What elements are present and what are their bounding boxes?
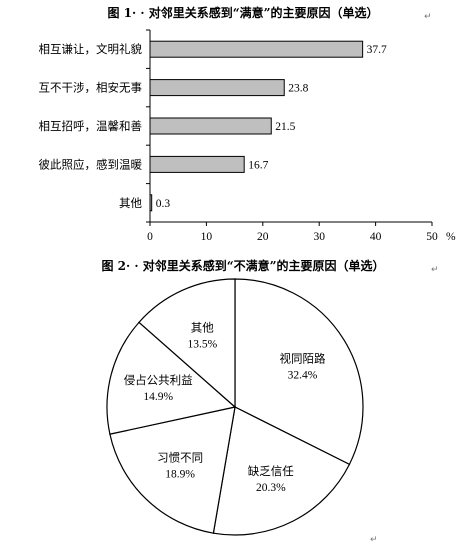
bar-3: [149, 155, 245, 173]
pie-slice-4: [138, 278, 236, 409]
pie-slice-value-0: 32.4%: [288, 369, 318, 381]
bar-chart-title: 图 1· · 对邻里关系感到“满意”的主要原因（单选）: [107, 5, 378, 20]
bar-chart: 图 1· · 对邻里关系感到“满意”的主要原因（单选） ↵ 相互谦让，文明礼貌 3…: [39, 5, 457, 243]
category-label-2: 相互招呼，温馨和善: [39, 119, 143, 133]
value-label-4: 0.3: [156, 198, 171, 210]
pie-slice-0: [234, 278, 364, 466]
pie-slice-label-4: 其他: [191, 321, 214, 335]
x-tick-label-0: 0: [147, 231, 153, 243]
x-tick-label-2: 20: [257, 231, 269, 243]
value-label-2: 21.5: [275, 121, 295, 133]
pie-chart-plot: 视同陌路 32.4% 缺乏信任 20.3% 习惯不同 18.9% 侵占公共利益 14.9% 其他…: [106, 278, 364, 536]
value-label-3: 16.7: [248, 159, 268, 171]
bar-2: [149, 117, 272, 135]
x-axis-unit: %: [446, 231, 456, 243]
value-label-0: 37.7: [367, 44, 387, 56]
bar-chart-plot: 相互谦让，文明礼貌 37.7 互不干涉，相安无事 23.8 相互招呼，温馨和善 21.5 彼…: [39, 29, 456, 243]
pie-chart: 图 2· · 对邻里关系感到“不满意”的主要原因（单选） ↵ 视同陌路 32.4%…: [101, 258, 438, 545]
x-tick-label-5: 50: [426, 231, 438, 243]
pie-slice-value-2: 18.9%: [165, 468, 195, 480]
pie-slice-1: [212, 406, 351, 536]
paragraph-mark-3: ↵: [370, 535, 378, 545]
pie-slice-3: [106, 321, 237, 435]
pie-slice-label-3: 侵占公共利益: [124, 373, 193, 387]
pie-slice-label-2: 习惯不同: [157, 450, 203, 464]
paragraph-mark-1: ↵: [424, 12, 432, 22]
bar-1: [149, 79, 285, 97]
pie-slice-2: [109, 406, 236, 534]
pie-chart-title: 图 2· · 对邻里关系感到“不满意”的主要原因（单选）: [101, 258, 384, 273]
pie-slice-value-4: 13.5%: [187, 339, 217, 351]
pie-slice-label-0: 视同陌路: [280, 351, 326, 365]
bar-0: [149, 40, 364, 58]
pie-slice-value-1: 20.3%: [256, 482, 286, 494]
x-tick-label-4: 40: [370, 231, 382, 243]
category-label-1: 互不干涉，相安无事: [39, 81, 143, 95]
category-label-0: 相互谦让，文明礼貌: [39, 42, 143, 56]
paragraph-mark-2: ↵: [431, 265, 439, 275]
pie-slice-label-1: 缺乏信任: [248, 464, 294, 478]
category-label-4: 其他: [119, 196, 142, 210]
x-tick-label-3: 30: [313, 231, 325, 243]
value-label-1: 23.8: [288, 83, 308, 95]
category-label-3: 彼此照应，感到温暖: [39, 157, 143, 171]
pie-slice-value-3: 14.9%: [143, 391, 173, 403]
x-tick-label-1: 10: [201, 231, 213, 243]
